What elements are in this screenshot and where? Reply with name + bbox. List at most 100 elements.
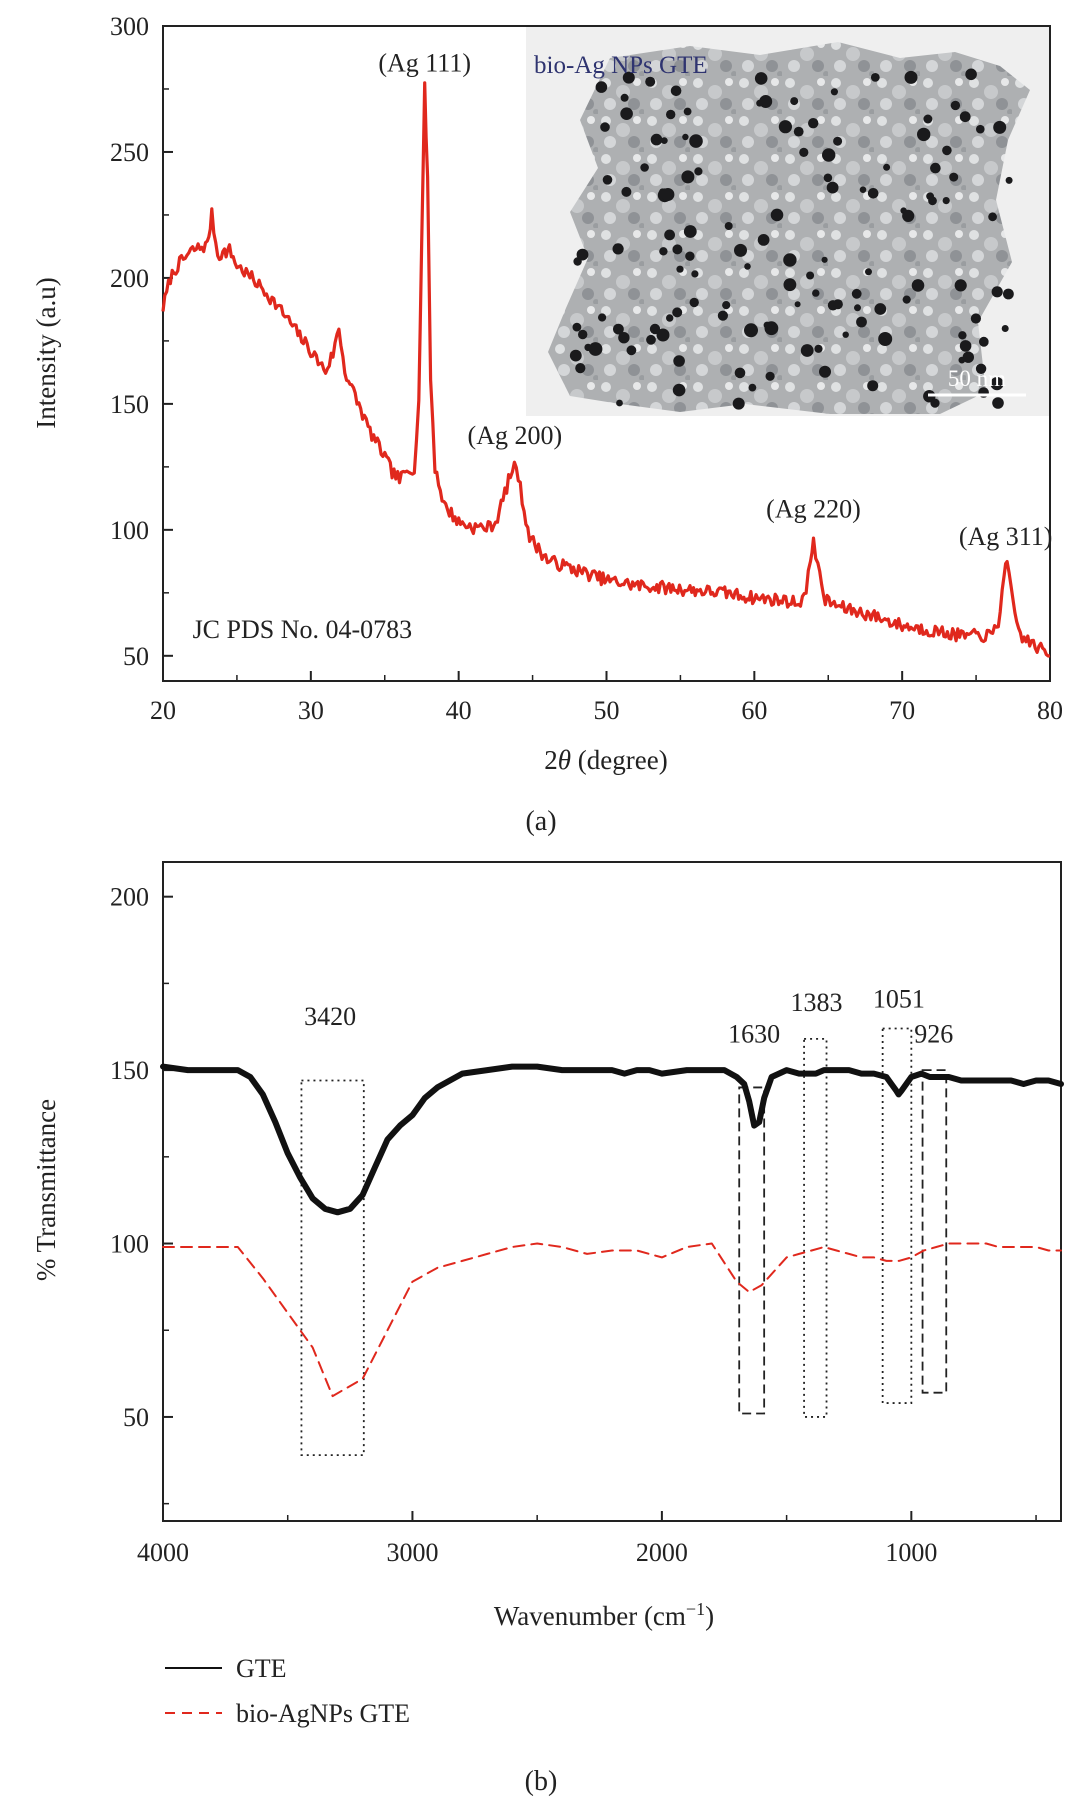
x-tick-label: 80 [1037, 696, 1063, 725]
wavenumber-label: 1051 [873, 985, 925, 1014]
y-tick-label: 100 [110, 1230, 149, 1259]
nanoparticle [790, 97, 799, 106]
wavenumber-label: 1383 [791, 988, 843, 1017]
y-tick-label: 200 [110, 883, 149, 912]
nanoparticle [959, 111, 971, 123]
nanoparticle [666, 314, 674, 322]
nanoparticle [595, 81, 608, 93]
x-tick-label: 50 [594, 696, 620, 725]
nanoparticle [1001, 325, 1009, 332]
peak-highlight-box [738, 1086, 766, 1415]
panel-b-y-axis-label: % Transmittance [31, 1099, 61, 1281]
panel-b-series [160, 1063, 1064, 1398]
nanoparticle [814, 344, 823, 353]
panel-a-x-axis-label: 2θ (degree) [544, 745, 667, 775]
panel-b: 50 100 150 200 4000 3000 2000 1000 3420 1630 1383… [31, 861, 1064, 1797]
nanoparticle [575, 363, 586, 374]
nanoparticle [950, 100, 961, 111]
nanoparticle [661, 188, 675, 201]
legend-label-bio-agnps-gte: bio-AgNPs GTE [236, 1699, 410, 1728]
x-tick-label: 3000 [386, 1538, 438, 1567]
nanoparticle [930, 398, 940, 408]
nanoparticle [757, 234, 770, 246]
nanoparticle [778, 120, 793, 134]
tem-inset: 50 nm bio-Ag NPs GTE [526, 27, 1049, 416]
tem-nanoparticles [569, 68, 1014, 410]
x-tick-label: 1000 [885, 1538, 937, 1567]
nanoparticle [883, 163, 891, 171]
ftir-series-bio-agnps-gte [162, 1242, 1062, 1398]
nanoparticle [620, 107, 633, 120]
nanoparticle [756, 99, 763, 107]
nanoparticle [806, 271, 815, 280]
nanoparticle [724, 222, 733, 230]
nanoparticle [620, 93, 629, 102]
nanoparticle [819, 365, 831, 378]
nanoparticle [744, 323, 758, 338]
nanoparticle [990, 377, 1004, 391]
nanoparticle [965, 68, 977, 81]
nanoparticle [666, 109, 676, 120]
nanoparticle [942, 145, 952, 156]
nanoparticle [664, 229, 675, 241]
nanoparticle [928, 196, 937, 206]
nanoparticle [613, 323, 624, 335]
nanoparticle [598, 313, 607, 322]
y-tick-label: 250 [110, 138, 149, 167]
peak-label: (Ag 200) [468, 421, 563, 450]
nanoparticle [856, 316, 867, 328]
nanoparticle [812, 289, 820, 297]
nanoparticle [954, 279, 967, 292]
nanoparticle [793, 126, 804, 137]
nanoparticle [649, 323, 661, 335]
wavenumber-label: 1630 [728, 1019, 780, 1048]
nanoparticle [734, 243, 747, 257]
panel-b-annotations: 3420 1630 1383 1051 926 [304, 985, 953, 1049]
nanoparticle [612, 243, 624, 255]
nanoparticle [800, 344, 814, 357]
nanoparticle [763, 321, 771, 329]
nanoparticle [867, 188, 879, 199]
y-tick-label: 150 [110, 1056, 149, 1085]
nanoparticle [645, 76, 656, 87]
nanoparticle [689, 297, 699, 308]
nanoparticle [717, 310, 729, 321]
nanoparticle [569, 349, 582, 362]
nanoparticle [685, 251, 695, 261]
x-tick-label: 4000 [137, 1538, 189, 1567]
nanoparticle [689, 134, 703, 148]
nanoparticle [1003, 288, 1014, 300]
x-tick-label: 30 [298, 696, 324, 725]
nanoparticle [618, 332, 630, 344]
nanoparticle [672, 383, 686, 397]
nanoparticle [744, 263, 751, 270]
peak-highlight-box [803, 1037, 828, 1418]
nanoparticle [650, 133, 663, 146]
nanoparticle [600, 122, 610, 132]
nanoparticle [976, 124, 985, 134]
nanoparticle [626, 345, 637, 356]
peak-highlight-box [921, 1069, 948, 1394]
nanoparticle [958, 331, 967, 340]
panel-b-legend: GTE bio-AgNPs GTE [165, 1654, 410, 1728]
peak-highlight-box [881, 1027, 913, 1404]
inset-title: bio-Ag NPs GTE [534, 52, 708, 79]
nanoparticle [672, 307, 683, 318]
nanoparticle [683, 107, 692, 116]
nanoparticle [842, 331, 849, 338]
nanoparticle [622, 71, 635, 84]
y-tick-label: 50 [123, 1403, 149, 1432]
nanoparticle [765, 371, 775, 381]
nanoparticle [902, 209, 915, 222]
nanoparticle [584, 343, 592, 352]
peak-label: (Ag 111) [378, 48, 471, 77]
y-tick-label: 200 [110, 264, 149, 293]
nanoparticle [673, 355, 685, 367]
peak-highlight-box [300, 1079, 365, 1456]
nanoparticle [993, 120, 1007, 134]
nanoparticle [660, 137, 668, 145]
ftir-series-gte [160, 1063, 1064, 1216]
panel-b-plot-frame [162, 861, 1062, 1522]
